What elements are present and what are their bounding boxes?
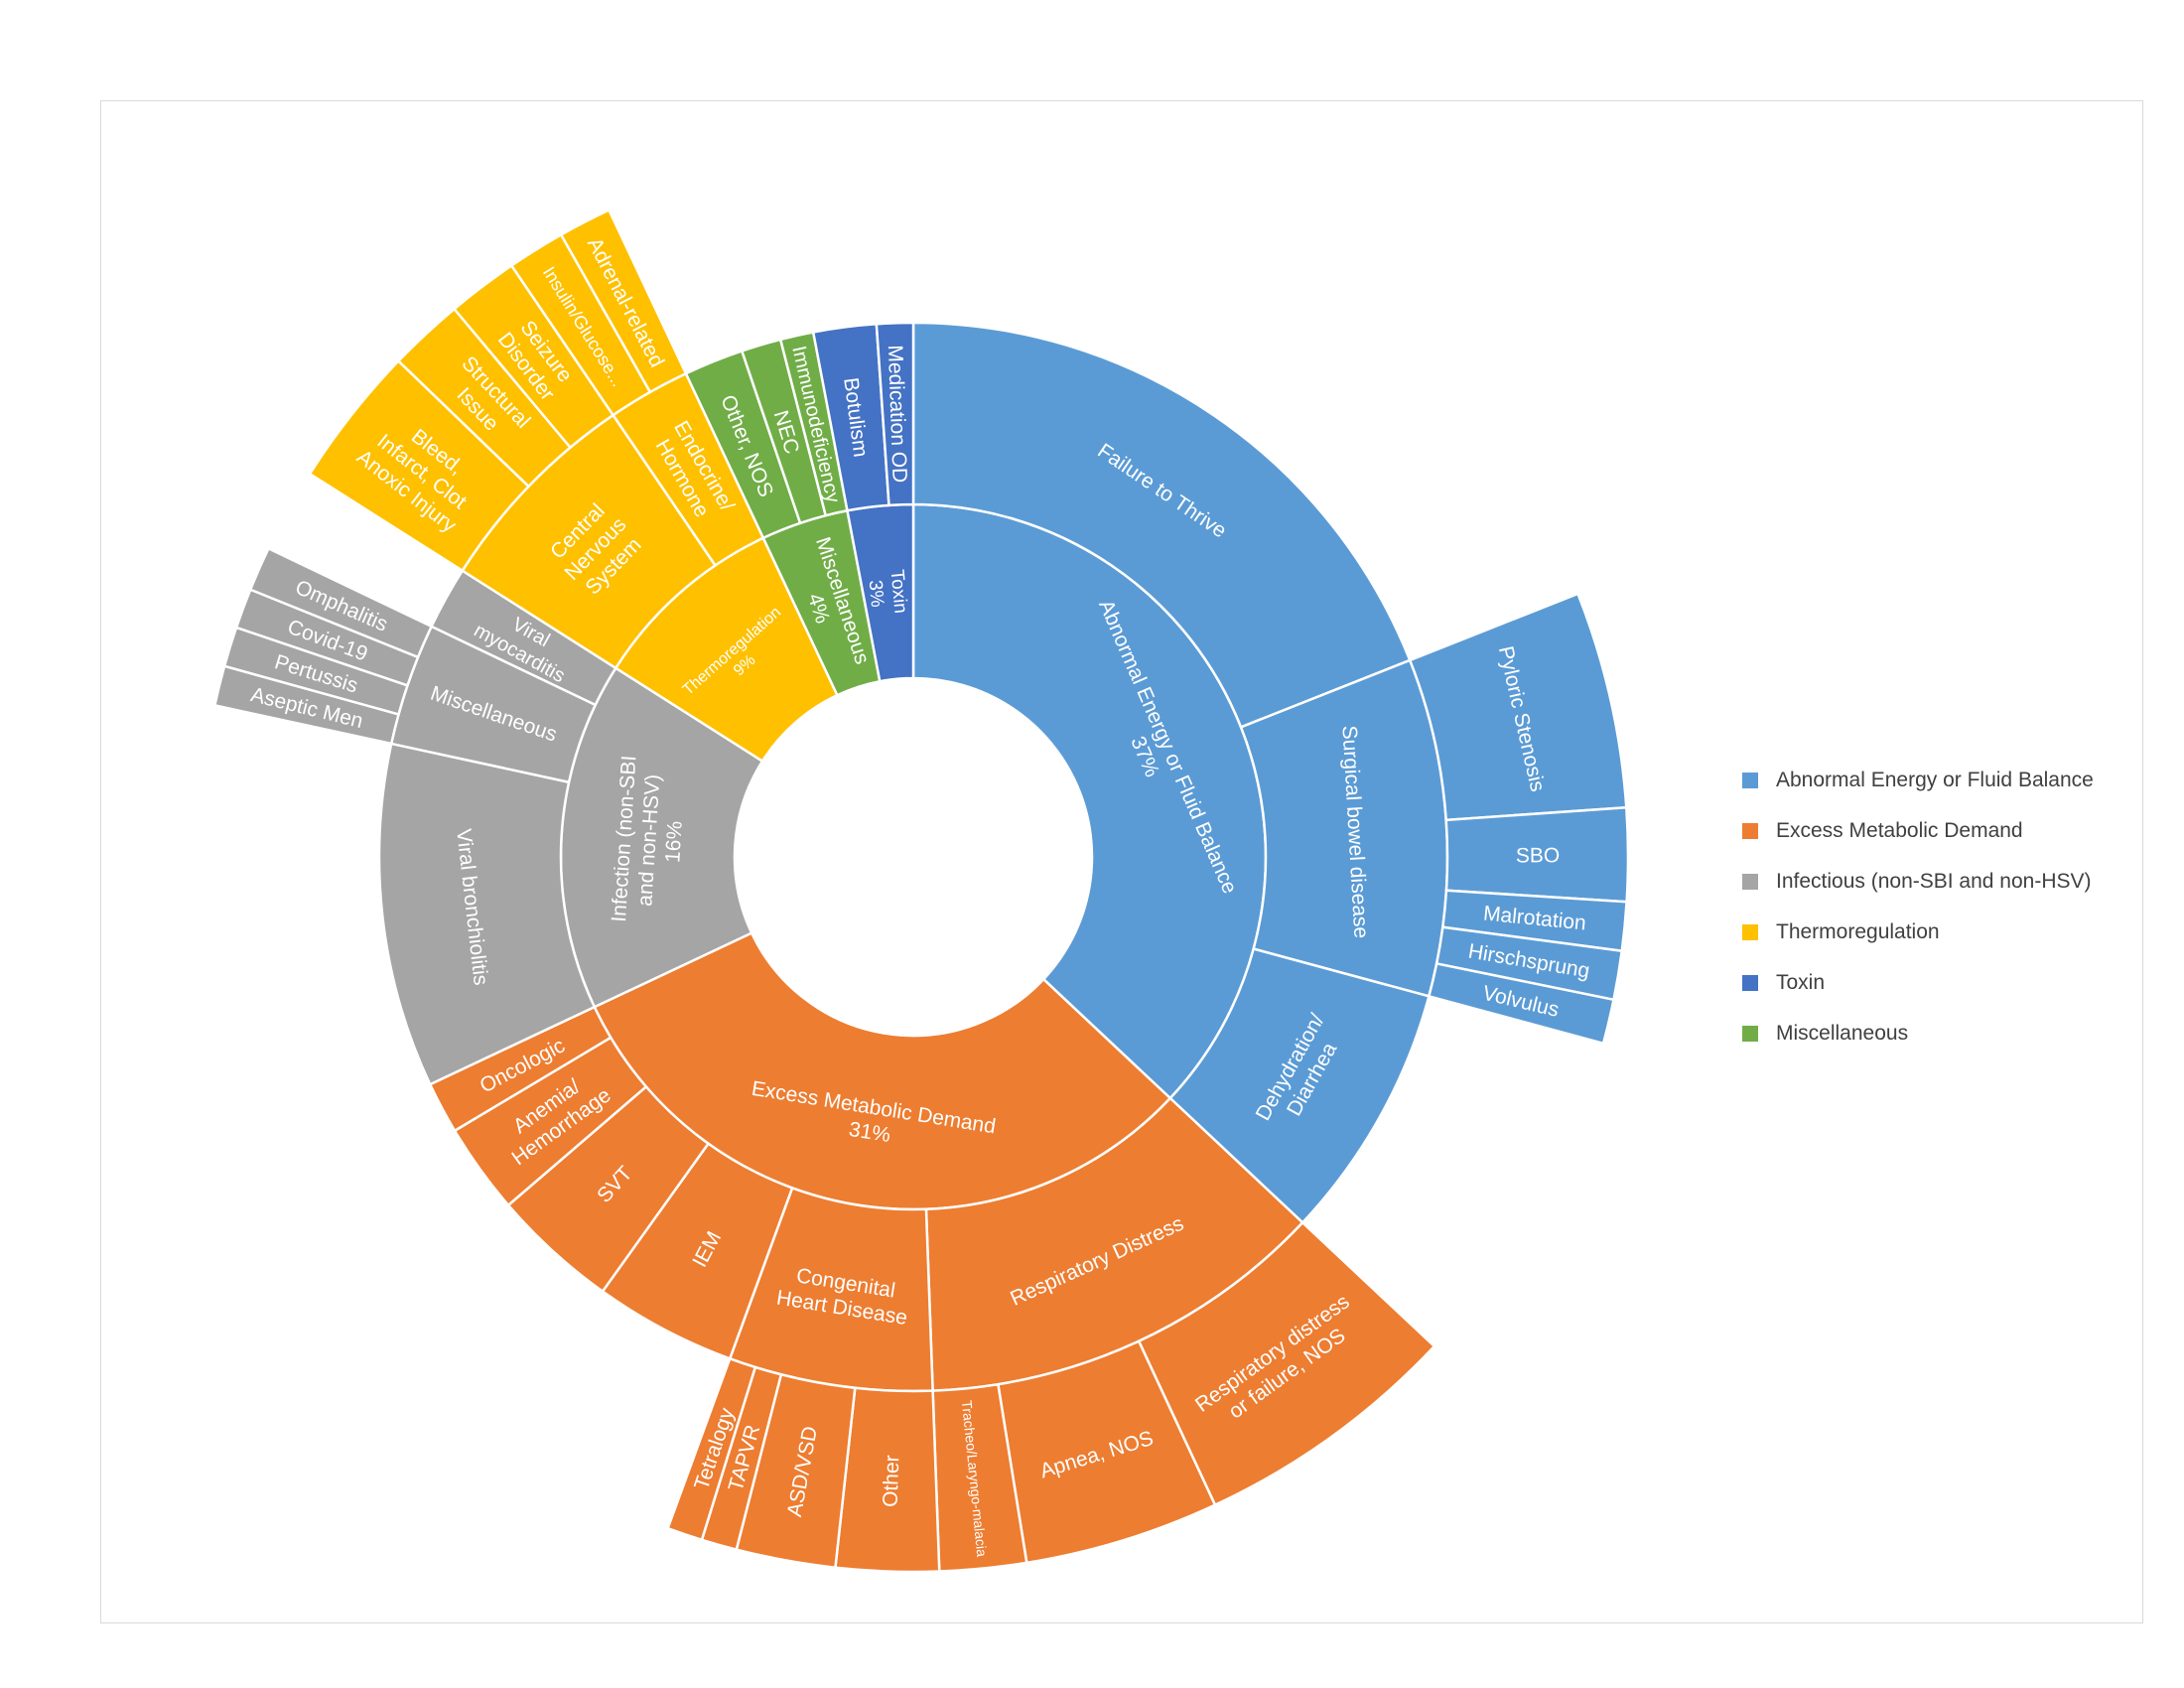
legend-item-infectious-non-sbi-and-non-hsv: Infectious (non-SBI and non-HSV)	[1742, 856, 2094, 907]
legend-item-miscellaneous: Miscellaneous	[1742, 1008, 2094, 1058]
legend-swatch	[1742, 873, 1758, 890]
segment-label-other: Other	[879, 1455, 903, 1507]
sunburst-segment-medication-od[interactable]	[875, 321, 915, 507]
legend-swatch	[1742, 974, 1758, 991]
segment-label-medication-od: Medication OD	[884, 345, 911, 484]
legend-item-abnormal-energy-or-fluid-balance: Abnormal Energy or Fluid Balance	[1742, 755, 2094, 805]
segment-label-toxin: Toxin3%	[864, 569, 911, 617]
legend-label: Infectious (non-SBI and non-HSV)	[1776, 869, 2092, 893]
legend-label: Thermoregulation	[1776, 919, 1940, 943]
legend: Abnormal Energy or Fluid Balance Excess M…	[1742, 755, 2094, 1058]
legend-label: Toxin	[1776, 970, 1826, 994]
legend-label: Excess Metabolic Demand	[1776, 818, 2023, 842]
segment-label-sbo: SBO	[1516, 844, 1560, 867]
legend-label: Miscellaneous	[1776, 1021, 1909, 1045]
legend-item-thermoregulation: Thermoregulation	[1742, 907, 2094, 957]
legend-swatch	[1742, 772, 1758, 788]
legend-swatch	[1742, 822, 1758, 839]
legend-item-toxin: Toxin	[1742, 957, 2094, 1008]
legend-swatch	[1742, 1025, 1758, 1042]
sunburst-segment-failure-to-thrive[interactable]	[911, 321, 1412, 729]
legend-label: Abnormal Energy or Fluid Balance	[1776, 768, 2094, 791]
legend-swatch	[1742, 923, 1758, 940]
legend-item-excess-metabolic-demand: Excess Metabolic Demand	[1742, 805, 2094, 856]
